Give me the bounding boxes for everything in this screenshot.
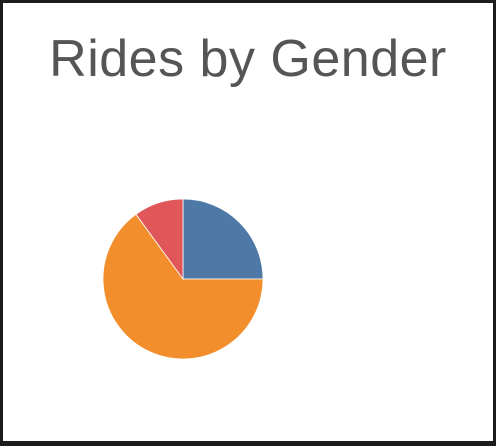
pie-slice-2[interactable] bbox=[135, 198, 184, 281]
chart-title: Rides by Gender bbox=[49, 30, 447, 88]
pie-chart bbox=[102, 198, 264, 360]
pie-slice-1[interactable] bbox=[102, 213, 264, 360]
pie-slice-0[interactable] bbox=[182, 198, 264, 280]
